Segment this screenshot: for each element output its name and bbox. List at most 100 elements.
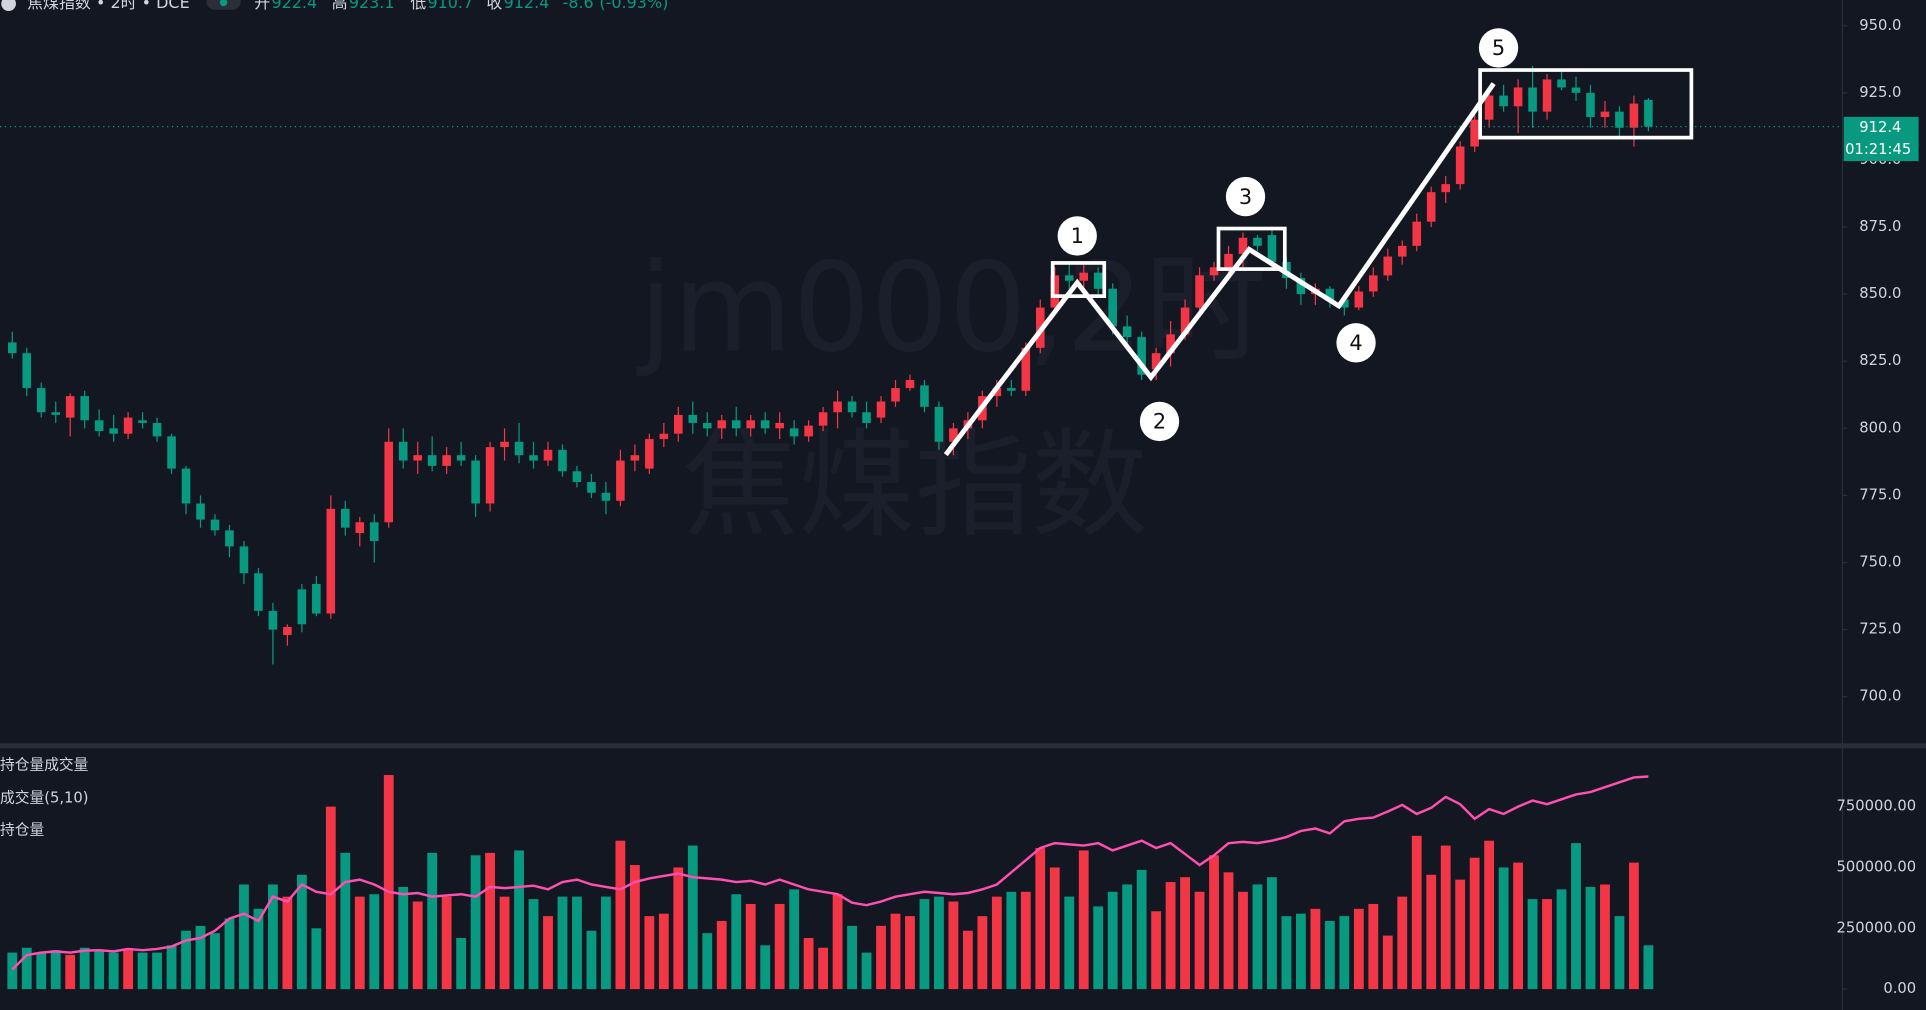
plot-area: 700.0 725.0 750.0 775.0 800.0 825.0 850.0 875.0… bbox=[0, 17, 1916, 997]
volume-bar bbox=[1006, 891, 1017, 990]
candle-body bbox=[51, 412, 61, 415]
volume-bar bbox=[702, 933, 713, 990]
candle-body bbox=[225, 530, 234, 547]
candle-body bbox=[1108, 288, 1117, 327]
volume-bar bbox=[601, 896, 611, 990]
volume-bar bbox=[1310, 908, 1321, 990]
candle-body bbox=[1296, 278, 1306, 295]
candle-body bbox=[427, 455, 437, 466]
price-tag-box bbox=[1843, 116, 1919, 162]
candle-body bbox=[1571, 87, 1581, 93]
candle-body bbox=[1238, 237, 1248, 254]
candle-body bbox=[152, 422, 162, 437]
candle-body bbox=[65, 396, 75, 418]
candle-body bbox=[1122, 326, 1132, 338]
candle-body bbox=[36, 388, 46, 413]
candle-body bbox=[529, 455, 538, 461]
volume-bar bbox=[239, 884, 249, 990]
candle-body bbox=[1441, 184, 1450, 193]
wave-label: 5 bbox=[1492, 36, 1505, 60]
pane-separator bbox=[0, 743, 1926, 749]
candle-body bbox=[1325, 288, 1335, 300]
candle-body bbox=[601, 492, 611, 501]
volume-bar bbox=[50, 950, 61, 990]
change: -8.6 bbox=[563, 0, 594, 12]
candle-body bbox=[254, 573, 263, 611]
volume-bar bbox=[1064, 896, 1075, 990]
symbol-title: 焦煤指数 • 2时 • DCE bbox=[27, 0, 190, 12]
wave-label: 1 bbox=[1071, 224, 1084, 248]
candle-body bbox=[1253, 237, 1262, 246]
volume-bar bbox=[137, 952, 148, 990]
volume-bar bbox=[369, 894, 380, 990]
volume-bar bbox=[354, 896, 365, 990]
volume-bar bbox=[890, 913, 901, 990]
volume-bar bbox=[543, 916, 553, 990]
candle-body bbox=[1644, 99, 1653, 127]
volume-bar bbox=[1411, 835, 1422, 990]
candle-body bbox=[1137, 337, 1146, 375]
volume-bar bbox=[876, 925, 886, 990]
wave-box bbox=[1216, 226, 1287, 271]
volume-bar bbox=[803, 938, 814, 990]
volume-bar bbox=[905, 916, 915, 990]
volume-bar bbox=[36, 952, 47, 990]
volume-bar bbox=[514, 850, 524, 990]
candle-body bbox=[456, 455, 466, 461]
wave-box bbox=[1478, 68, 1694, 140]
ohlc-label: 收 bbox=[486, 0, 502, 12]
wave-box bbox=[1050, 261, 1107, 298]
candle-body bbox=[1007, 388, 1016, 391]
y-tick-label: 750000.00 bbox=[1836, 798, 1916, 815]
candle-body bbox=[1093, 272, 1103, 289]
volume-bar bbox=[1571, 843, 1581, 990]
candle-body bbox=[1050, 275, 1060, 308]
volume-bar bbox=[1353, 908, 1364, 990]
ohlc-value: 910.7 bbox=[427, 0, 473, 12]
volume-bar bbox=[934, 896, 944, 990]
volume-bar bbox=[123, 950, 134, 990]
wave-marker bbox=[1478, 28, 1519, 68]
candle-body bbox=[1528, 87, 1537, 112]
volume-bar bbox=[962, 930, 973, 990]
volume-bar bbox=[1382, 935, 1393, 990]
candle-body bbox=[1455, 146, 1465, 185]
candle-body bbox=[862, 412, 871, 423]
candle-body bbox=[1180, 307, 1190, 335]
candle-body bbox=[630, 455, 640, 461]
volume-bar bbox=[398, 886, 409, 990]
candle-body bbox=[746, 420, 756, 429]
y-tick-label: 775.0 bbox=[1859, 486, 1901, 503]
candle-body bbox=[1513, 87, 1523, 107]
y-tick-label: 750.0 bbox=[1859, 554, 1901, 571]
candle-body bbox=[659, 433, 669, 440]
volume-bar bbox=[1324, 920, 1335, 990]
volume-bar bbox=[1368, 903, 1379, 990]
ohlc-value: 922.4 bbox=[271, 0, 317, 12]
volume-bar bbox=[224, 918, 235, 990]
volume-bar bbox=[1194, 891, 1205, 990]
candle-body bbox=[688, 414, 698, 423]
volume-bar bbox=[629, 865, 640, 990]
volume-bar bbox=[1643, 945, 1654, 990]
volume-bar bbox=[499, 896, 510, 990]
candle-body bbox=[674, 414, 683, 434]
candle-body bbox=[1224, 253, 1233, 268]
candle-body bbox=[1354, 291, 1364, 308]
y-tick-label: 700.0 bbox=[1859, 688, 1901, 705]
candle-body bbox=[514, 441, 524, 456]
candle-body bbox=[934, 406, 944, 442]
volume-bar bbox=[1498, 867, 1509, 990]
candle-body bbox=[369, 522, 379, 542]
volume-bar bbox=[1295, 913, 1306, 990]
candle-body bbox=[1383, 256, 1393, 276]
volume-bar bbox=[731, 894, 742, 990]
volume-bar bbox=[1440, 845, 1451, 990]
volume-bar bbox=[745, 903, 756, 990]
wave-marker bbox=[1336, 323, 1376, 363]
candle-body bbox=[587, 482, 596, 493]
wave-annotation: 1 2 3 4 5 bbox=[943, 28, 1694, 457]
